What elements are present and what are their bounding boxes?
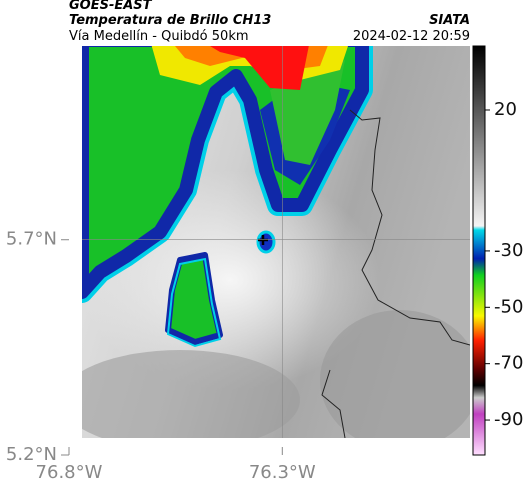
colorbar-label: -30 [494,240,523,261]
colorbar-label: -50 [494,296,523,317]
satellite: GOES-EAST [69,0,153,13]
route: Vía Medellín - Quibdó 50km [69,29,249,44]
source: SIATA [429,13,470,28]
x-tick-label: 76.8°W [36,462,103,483]
product: Temperatura de Brillo CH13 [69,13,271,28]
colorbar-label: -90 [494,409,523,430]
satellite-image [82,46,470,438]
x-tick-label: 76.3°W [249,462,316,483]
y-tick-label: 5.2°N [6,444,57,465]
timestamp: 2024-02-12 20:59 [353,29,470,44]
colorbar-label: -70 [494,353,523,374]
colorbar-label: 20 [494,99,517,120]
y-tick-label: 5.7°N [6,229,57,250]
colorbar [472,45,486,456]
